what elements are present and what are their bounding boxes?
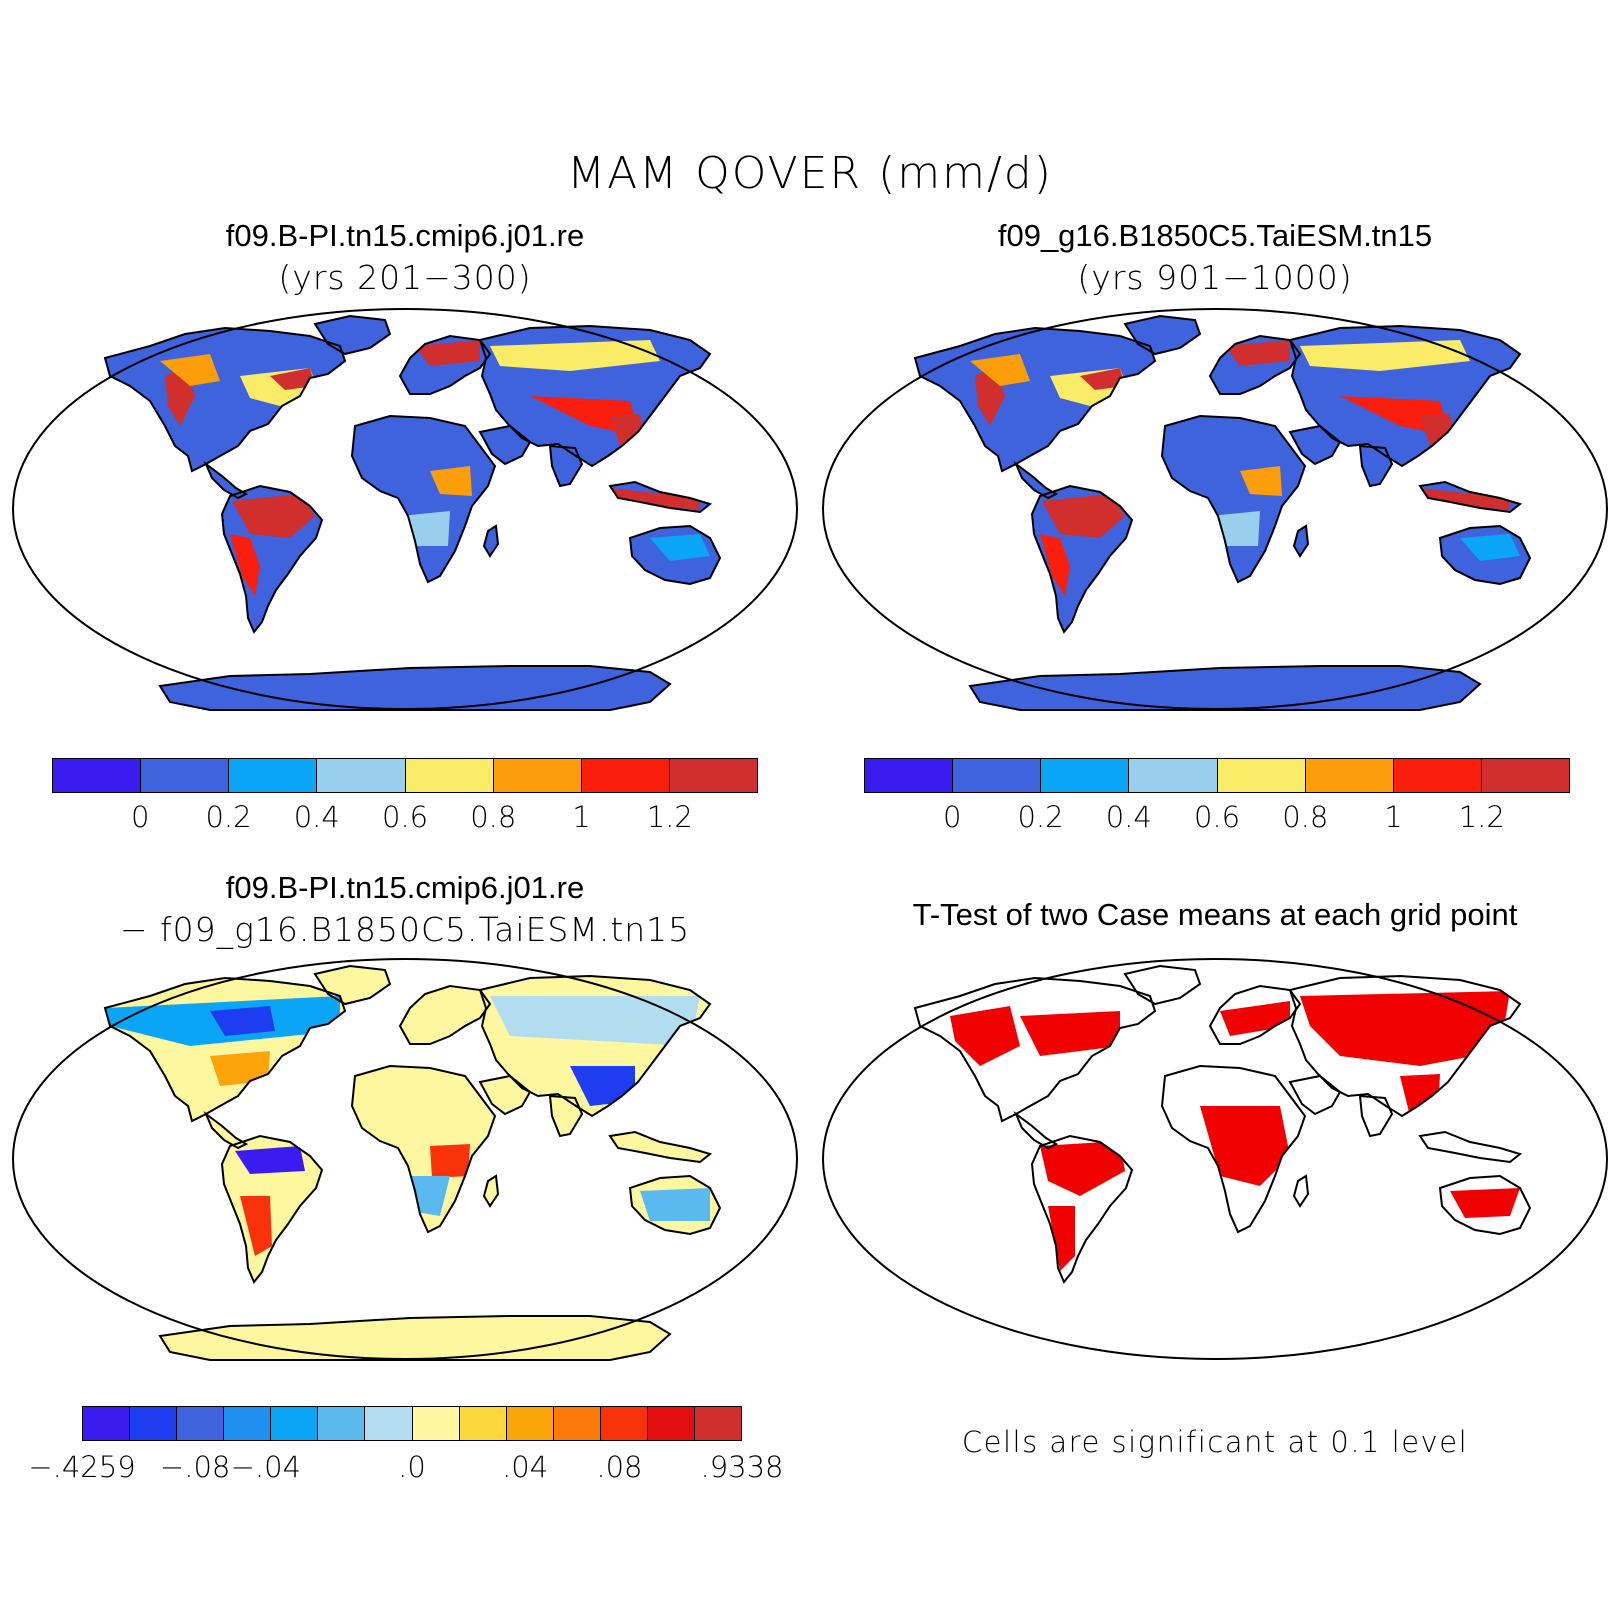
colorbar-swatch-6 <box>493 759 582 792</box>
colorbar-swatch-1 <box>53 759 142 792</box>
panel-2-subtitle: (yrs 901−1000) <box>1077 258 1353 297</box>
coastlines <box>103 964 722 1361</box>
colorbar-tick-label: 0.8 <box>470 800 517 834</box>
colorbar-swatch-1 <box>865 759 954 792</box>
colorbar-tick-label: 0 <box>131 800 150 834</box>
colorbar-swatch-4 <box>224 1407 272 1440</box>
colorbar-tick-label: −.04 <box>230 1450 302 1484</box>
colorbar-tick-label: 0.4 <box>1105 800 1152 834</box>
colorbar-tick-label: 1 <box>572 800 591 834</box>
colorbar-tick-label: 0.4 <box>293 800 340 834</box>
colorbar-tick-label: −.08 <box>159 1450 231 1484</box>
colorbar-tick-label: .08 <box>596 1450 643 1484</box>
map-border <box>822 308 1608 710</box>
colorbar-swatch-3 <box>229 759 318 792</box>
colorbar-swatch-2 <box>141 759 230 792</box>
panel-3-subtitle: − f09_g16.B1850C5.TaiESM.tn15 <box>119 910 691 949</box>
panel-4-map <box>822 958 1608 1360</box>
colorbar-swatch-7 <box>365 1407 413 1440</box>
colorbar-tick-label: .9338 <box>700 1450 784 1484</box>
colorbar-swatch-5 <box>271 1407 319 1440</box>
panel-3-colorbar <box>82 1406 742 1441</box>
colorbar-swatch-7 <box>581 759 670 792</box>
panel-4-title: T-Test of two Case means at each grid po… <box>912 897 1518 932</box>
colorbar-swatch-11 <box>553 1407 601 1440</box>
coastlines <box>103 314 722 711</box>
panel-2-map <box>822 308 1608 711</box>
significance-note: Cells are significant at 0.1 level <box>961 1425 1469 1459</box>
panel-3-map <box>12 958 798 1361</box>
colorbar-swatch-9 <box>459 1407 507 1440</box>
colorbar-swatch-4 <box>317 759 406 792</box>
colorbar-swatch-2 <box>953 759 1042 792</box>
colorbar-tick-label: 1.2 <box>1458 800 1505 834</box>
panel-2-title: f09_g16.B1850C5.TaiESM.tn15 <box>997 218 1433 253</box>
map-border <box>12 958 798 1360</box>
colorbar-swatch-6 <box>1305 759 1394 792</box>
colorbar-tick-label: 0.6 <box>381 800 429 834</box>
colorbar-swatch-8 <box>412 1407 460 1440</box>
colorbar-tick-label: 0.8 <box>1282 800 1329 834</box>
colorbar-swatch-1 <box>83 1407 131 1440</box>
map-border <box>822 958 1608 1360</box>
colorbar-swatch-6 <box>318 1407 366 1440</box>
colorbar-swatch-10 <box>506 1407 554 1440</box>
panel-1-title: f09.B-PI.tn15.cmip6.j01.re <box>225 218 585 253</box>
map-border <box>12 308 798 710</box>
colorbar-tick-label: 0 <box>943 800 962 834</box>
colorbar-swatch-5 <box>405 759 494 792</box>
panel-1-colorbar <box>52 758 758 793</box>
figure-title: MAM QOVER (mm/d) <box>567 148 1053 199</box>
colorbar-swatch-4 <box>1129 759 1218 792</box>
panel-1-subtitle: (yrs 201−300) <box>278 258 532 297</box>
colorbar-swatch-3 <box>1041 759 1130 792</box>
panel-1-map <box>12 308 798 711</box>
colorbar-swatch-14 <box>695 1407 742 1440</box>
colorbar-tick-label: 0.6 <box>1193 800 1241 834</box>
colorbar-swatch-8 <box>669 759 757 792</box>
colorbar-swatch-13 <box>647 1407 696 1440</box>
colorbar-tick-label: 0.2 <box>1017 800 1064 834</box>
colorbar-swatch-12 <box>600 1407 648 1440</box>
colorbar-swatch-5 <box>1217 759 1306 792</box>
colorbar-tick-label: −.4259 <box>28 1450 136 1484</box>
colorbar-tick-label: 0.2 <box>205 800 252 834</box>
colorbar-tick-label: 1.2 <box>646 800 693 834</box>
colorbar-tick-label: 1 <box>1384 800 1403 834</box>
panel-2-colorbar <box>864 758 1570 793</box>
panel-3-title: f09.B-PI.tn15.cmip6.j01.re <box>225 870 585 905</box>
coastlines <box>913 314 1532 711</box>
coastlines <box>913 964 1532 1284</box>
colorbar-swatch-7 <box>1393 759 1482 792</box>
colorbar-swatch-8 <box>1481 759 1569 792</box>
colorbar-swatch-2 <box>130 1407 178 1440</box>
colorbar-tick-label: .0 <box>398 1450 426 1484</box>
colorbar-tick-label: .04 <box>502 1450 549 1484</box>
colorbar-swatch-3 <box>177 1407 225 1440</box>
